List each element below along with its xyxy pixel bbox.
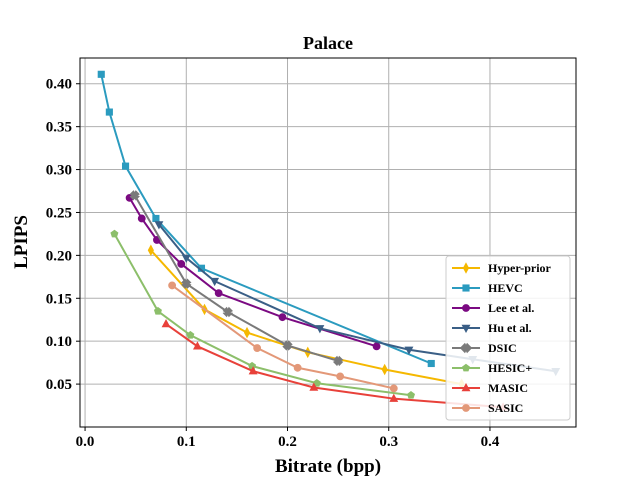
legend-item: HEVC	[452, 281, 523, 295]
data-point	[110, 229, 119, 238]
y-axis-label: LPIPS	[11, 215, 32, 269]
data-point	[121, 162, 130, 170]
series-line	[113, 233, 412, 397]
data-point	[129, 190, 140, 201]
data-point	[248, 366, 258, 375]
legend-label: Hyper-prior	[488, 261, 552, 275]
x-axis-label: Bitrate (bpp)	[275, 456, 381, 477]
legend: Hyper-prior HEVC Lee et al. Hu et al. DSIC HE…	[445, 255, 571, 421]
data-point	[222, 306, 233, 318]
data-point	[404, 346, 414, 355]
legend-label: Lee et al.	[488, 301, 534, 315]
data-point	[210, 277, 220, 287]
data-point	[315, 325, 325, 334]
series-line	[165, 323, 504, 409]
data-point	[462, 304, 470, 312]
data-point	[461, 324, 471, 334]
y-tick-label: 0.05	[46, 377, 72, 393]
legend-box	[445, 255, 571, 421]
x-tick-label: 0.0	[76, 434, 95, 450]
data-point	[462, 262, 470, 274]
legend-label: HEVC	[488, 281, 523, 295]
y-tick-label: 0.25	[46, 205, 72, 221]
series-hesic	[110, 229, 416, 399]
data-point	[406, 391, 416, 399]
y-tick-label: 0.20	[46, 248, 72, 264]
legend-item: Hu et al.	[452, 321, 532, 335]
data-point	[462, 284, 470, 292]
legend-item: SASIC	[452, 401, 523, 415]
axis-ticks: 0.0 0.1 0.2 0.3 0.4 0.05 0.10 0.15 0.20 0.25 0.30 0…	[46, 77, 500, 450]
legend-item: Lee et al.	[452, 301, 534, 315]
data-point	[381, 363, 388, 376]
data-point	[177, 260, 186, 268]
x-tick-label: 0.1	[177, 434, 196, 450]
data-point	[461, 363, 471, 372]
data-point	[214, 289, 223, 298]
data-point	[278, 313, 287, 322]
data-point	[462, 404, 470, 412]
data-point	[105, 108, 113, 116]
series-dsic	[129, 190, 344, 367]
data-point	[186, 330, 195, 339]
data-point	[168, 281, 177, 290]
x-tick-label: 0.2	[278, 434, 297, 450]
data-point	[282, 340, 293, 351]
data-point	[137, 214, 146, 223]
series-line	[150, 249, 462, 386]
x-tick-label: 0.3	[379, 434, 398, 450]
data-point	[161, 319, 171, 328]
x-tick-label: 0.4	[481, 434, 500, 450]
legend-item: HESIC+	[452, 361, 532, 375]
series-hevc	[97, 70, 435, 368]
data-point	[312, 379, 321, 387]
y-tick-label: 0.15	[46, 291, 72, 307]
legend-label: SASIC	[488, 401, 523, 415]
data-point	[147, 244, 154, 256]
data-point	[293, 363, 302, 372]
legend-label: MASIC	[488, 381, 528, 395]
data-point	[97, 70, 105, 78]
y-tick-label: 0.40	[46, 77, 72, 93]
legend-item: DSIC	[452, 341, 517, 355]
legend-label: Hu et al.	[488, 321, 532, 335]
chart-title: Palace	[303, 33, 353, 53]
data-point	[243, 326, 251, 339]
data-point	[309, 382, 319, 391]
data-point	[181, 278, 192, 289]
series-line	[133, 194, 339, 362]
data-point	[152, 214, 160, 223]
data-point	[389, 393, 399, 402]
series-hyper-prior	[147, 244, 465, 390]
data-point	[460, 342, 472, 354]
data-point	[389, 384, 398, 393]
legend-label: DSIC	[488, 341, 517, 355]
series-line	[171, 284, 395, 390]
data-point	[181, 254, 191, 263]
data-point	[372, 342, 381, 351]
data-point	[461, 382, 471, 392]
data-point	[427, 359, 435, 368]
series-sasic	[168, 281, 398, 393]
data-point	[153, 306, 162, 315]
data-point	[248, 361, 257, 370]
data-point	[192, 341, 202, 350]
data-point	[154, 221, 164, 230]
y-tick-label: 0.30	[46, 163, 72, 179]
data-point	[336, 372, 345, 381]
y-tick-label: 0.10	[46, 334, 72, 350]
legend-label: HESIC+	[488, 361, 532, 375]
legend-item: Hyper-prior	[452, 261, 552, 275]
data-point	[332, 355, 344, 367]
legend-item: MASIC	[452, 381, 528, 395]
plot-frame	[79, 57, 577, 428]
data-point	[253, 344, 262, 352]
series-line	[100, 74, 432, 365]
y-tick-label: 0.35	[46, 120, 72, 136]
